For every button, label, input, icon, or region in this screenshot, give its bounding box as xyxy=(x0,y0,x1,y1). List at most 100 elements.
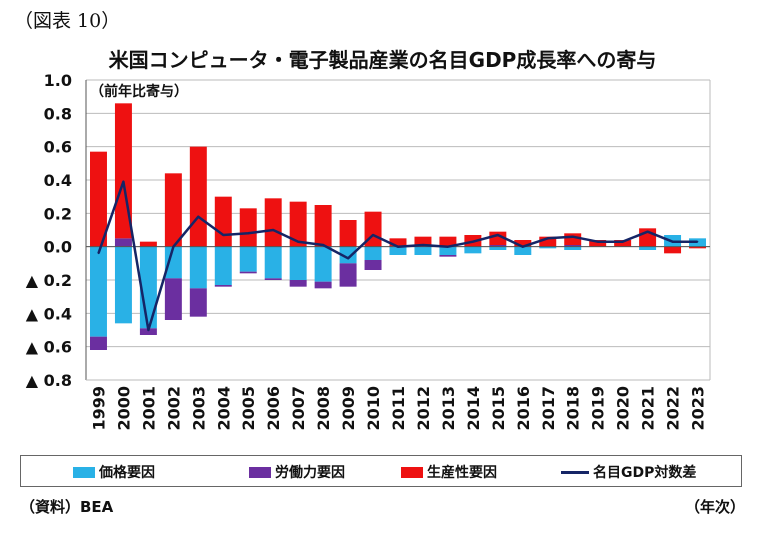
bar-labor xyxy=(164,278,182,320)
bar-productivity xyxy=(514,240,532,247)
bar-productivity xyxy=(414,236,432,247)
x-tick-label: 2006 xyxy=(264,386,283,431)
x-tick-label: 2008 xyxy=(314,386,333,431)
bar-productivity xyxy=(439,236,457,247)
legend: 価格要因 労働力要因 生産性要因 名目GDP対数差 xyxy=(20,455,742,487)
bar-price xyxy=(364,246,382,260)
bar-labor xyxy=(439,255,457,257)
line-nominal-gdp xyxy=(97,180,698,332)
bar-productivity xyxy=(89,151,107,247)
bar-price xyxy=(464,246,482,254)
legend-label-price: 価格要因 xyxy=(99,465,155,481)
point-nominal-gdp xyxy=(571,235,574,238)
legend-label-labor: 労働力要因 xyxy=(275,465,345,481)
x-tick-label: 2010 xyxy=(364,386,383,431)
figure-label: （図表 10） xyxy=(14,10,121,32)
bar-labor xyxy=(564,245,582,247)
point-nominal-gdp xyxy=(222,234,225,236)
bar-labor xyxy=(339,263,357,287)
point-nominal-gdp xyxy=(596,240,599,243)
point-nominal-gdp xyxy=(197,215,200,218)
point-nominal-gdp xyxy=(147,329,150,331)
bar-price xyxy=(239,246,257,272)
y-axis-label: （前年比寄与） xyxy=(90,83,188,100)
point-nominal-gdp xyxy=(447,245,449,248)
point-nominal-gdp xyxy=(397,245,399,248)
y-tick-label: 0.8 xyxy=(44,104,72,123)
point-nominal-gdp xyxy=(621,240,624,243)
x-tick-label: 2021 xyxy=(639,386,658,431)
bar-productivity xyxy=(264,198,282,247)
legend-swatch-productivity xyxy=(401,466,423,478)
bar-price xyxy=(114,246,132,324)
bar-price xyxy=(689,238,707,247)
x-tick-label: 2014 xyxy=(464,386,483,431)
source-note: （資料）BEA xyxy=(20,498,114,516)
bar-productivity xyxy=(614,240,632,247)
bar-labor xyxy=(139,328,157,335)
bar-productivity xyxy=(689,246,707,249)
y-tick-label: ▲ 0.4 xyxy=(26,304,72,323)
point-nominal-gdp xyxy=(671,240,674,243)
x-tick-label: 2016 xyxy=(514,386,533,431)
point-nominal-gdp xyxy=(497,234,499,236)
point-nominal-gdp xyxy=(372,234,374,236)
bar-price xyxy=(264,246,282,279)
line-layer xyxy=(97,180,699,332)
bar-price xyxy=(189,246,207,289)
bar-price xyxy=(314,246,332,282)
bar-price xyxy=(289,246,307,280)
point-nominal-gdp xyxy=(546,237,549,240)
x-tick-label: 2012 xyxy=(414,386,433,431)
bar-price xyxy=(214,246,232,285)
bar-labor xyxy=(489,245,507,247)
bar-labor xyxy=(214,285,232,287)
y-tick-label: 0.6 xyxy=(44,138,72,157)
x-tick-label: 2020 xyxy=(614,386,633,431)
bar-labor xyxy=(189,288,207,317)
x-tick-label: 2023 xyxy=(689,386,708,431)
legend-label-productivity: 生産性要因 xyxy=(427,465,497,481)
bar-labor xyxy=(364,260,382,270)
axis-label-layer: 1.0 0.8 0.6 0.4 0.2 0.0 ▲ 0.2 ▲ 0.4 ▲ 0.6 ▲ 0.8 （前… xyxy=(26,71,708,431)
x-tick-label: 2003 xyxy=(189,386,208,431)
x-tick-label: 2018 xyxy=(564,386,583,431)
x-tick-label: 2004 xyxy=(214,386,233,431)
bar-productivity xyxy=(289,201,307,247)
bar-price xyxy=(639,246,657,250)
bar-price xyxy=(389,246,407,255)
bar-productivity xyxy=(214,196,232,247)
y-tick-label: ▲ 0.8 xyxy=(26,371,72,390)
bar-price xyxy=(514,246,532,255)
bar-productivity xyxy=(589,240,607,247)
x-tick-label: 2011 xyxy=(389,386,408,431)
x-tick-label: 2007 xyxy=(289,386,308,431)
bar-productivity xyxy=(164,173,182,247)
point-nominal-gdp xyxy=(97,252,100,255)
bar-labor xyxy=(314,281,332,289)
chart-title: 米国コンピュータ・電子製品産業の名目GDP成長率への寄与 xyxy=(108,48,657,72)
bar-price xyxy=(414,246,432,255)
point-nominal-gdp xyxy=(422,244,424,246)
point-nominal-gdp xyxy=(122,180,125,183)
x-tick-label: 2000 xyxy=(114,386,133,431)
y-tick-label: ▲ 0.6 xyxy=(26,338,72,357)
legend-swatch-price xyxy=(73,466,95,478)
bar-labor xyxy=(289,280,307,287)
bar-productivity xyxy=(339,220,357,247)
legend-label-nominal-gdp: 名目GDP対数差 xyxy=(593,465,697,481)
bar-productivity xyxy=(189,146,207,247)
point-nominal-gdp xyxy=(297,240,299,243)
bar-productivity xyxy=(664,246,682,254)
legend-swatch-labor xyxy=(249,466,271,478)
bar-price xyxy=(539,246,557,249)
x-tick-label: 2017 xyxy=(539,386,558,431)
bar-productivity xyxy=(139,241,157,247)
bar-price xyxy=(439,246,457,255)
x-tick-label: 2013 xyxy=(439,386,458,431)
y-tick-label: ▲ 0.2 xyxy=(26,271,72,290)
point-nominal-gdp xyxy=(472,240,474,243)
point-nominal-gdp xyxy=(272,229,275,231)
y-tick-label: 1.0 xyxy=(44,71,72,90)
point-nominal-gdp xyxy=(522,245,524,248)
